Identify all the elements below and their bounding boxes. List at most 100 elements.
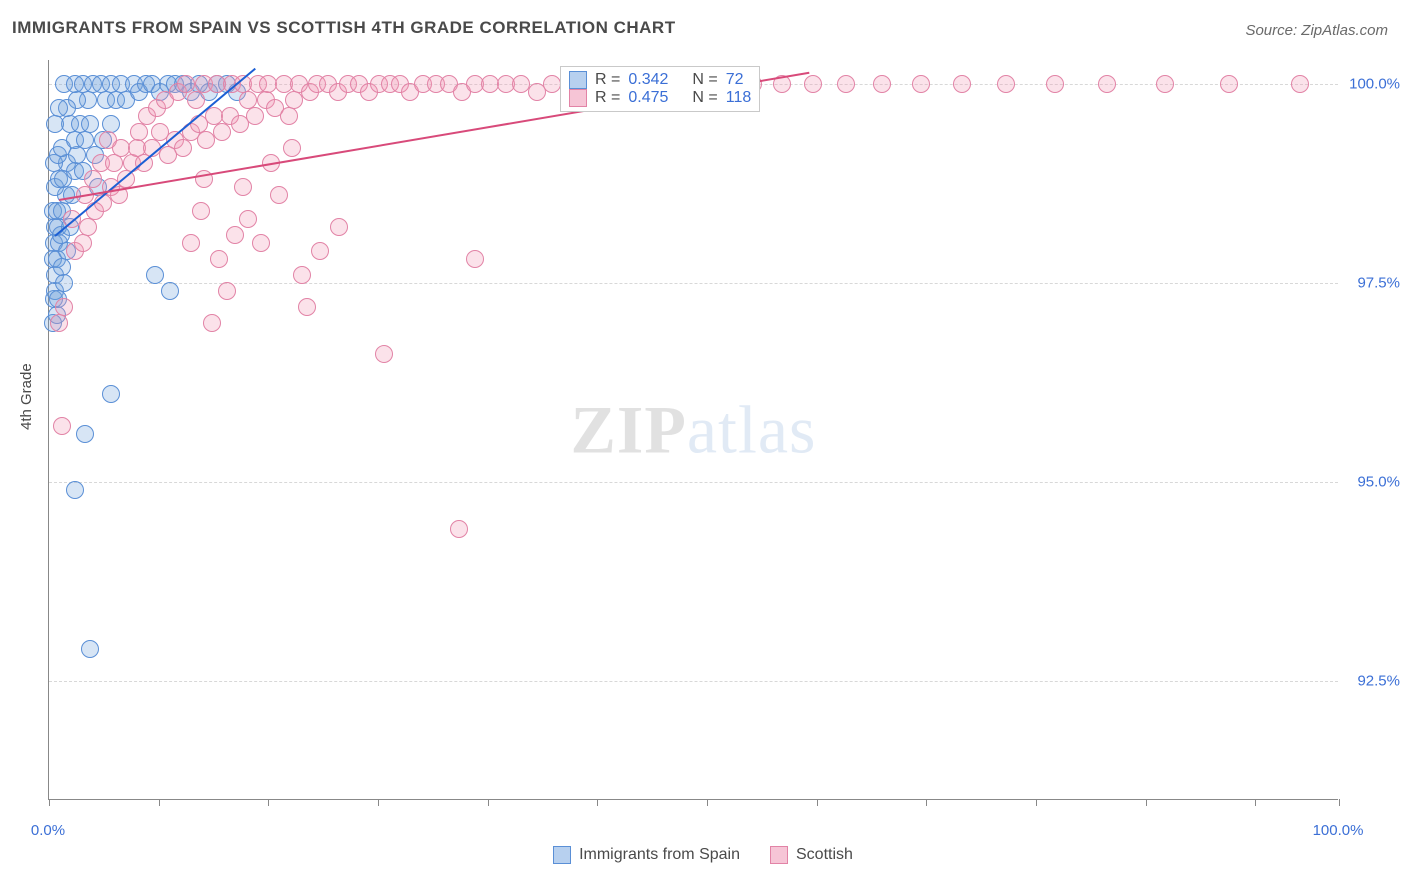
gridline bbox=[49, 283, 1338, 284]
n-label: N = bbox=[692, 71, 717, 89]
data-point bbox=[79, 218, 97, 236]
x-tick bbox=[707, 799, 708, 806]
source-attribution: Source: ZipAtlas.com bbox=[1245, 22, 1388, 39]
data-point bbox=[102, 115, 120, 133]
legend-swatch bbox=[553, 846, 571, 864]
x-tick bbox=[49, 799, 50, 806]
stats-row: R = 0.475 N = 118 bbox=[569, 89, 751, 107]
data-point bbox=[226, 226, 244, 244]
data-point bbox=[873, 75, 891, 93]
r-value: 0.475 bbox=[628, 89, 668, 107]
data-point bbox=[234, 178, 252, 196]
data-point bbox=[53, 417, 71, 435]
data-point bbox=[210, 250, 228, 268]
data-point bbox=[50, 314, 68, 332]
data-point bbox=[146, 266, 164, 284]
watermark-zip: ZIP bbox=[571, 391, 687, 467]
gridline bbox=[49, 482, 1338, 483]
data-point bbox=[174, 139, 192, 157]
data-point bbox=[66, 481, 84, 499]
y-axis-label: 4th Grade bbox=[18, 363, 35, 430]
data-point bbox=[270, 186, 288, 204]
data-point bbox=[74, 234, 92, 252]
x-tick bbox=[1339, 799, 1340, 806]
data-point bbox=[1046, 75, 1064, 93]
data-point bbox=[375, 345, 393, 363]
data-point bbox=[76, 425, 94, 443]
plot-area: ZIPatlas 92.5%95.0%97.5%100.0% bbox=[48, 60, 1338, 800]
data-point bbox=[130, 123, 148, 141]
data-point bbox=[81, 640, 99, 658]
x-tick bbox=[159, 799, 160, 806]
n-label: N = bbox=[692, 89, 717, 107]
n-value: 72 bbox=[726, 71, 744, 89]
data-point bbox=[280, 107, 298, 125]
y-tick-label: 97.5% bbox=[1345, 274, 1400, 291]
data-point bbox=[311, 242, 329, 260]
data-point bbox=[298, 298, 316, 316]
data-point bbox=[192, 202, 210, 220]
n-value: 118 bbox=[726, 89, 752, 107]
r-value: 0.342 bbox=[628, 71, 668, 89]
data-point bbox=[46, 115, 64, 133]
legend-item: Immigrants from Spain bbox=[553, 846, 740, 864]
data-point bbox=[55, 298, 73, 316]
x-tick bbox=[1036, 799, 1037, 806]
data-point bbox=[252, 234, 270, 252]
x-tick bbox=[597, 799, 598, 806]
y-tick-label: 95.0% bbox=[1345, 473, 1400, 490]
x-tick bbox=[378, 799, 379, 806]
data-point bbox=[105, 154, 123, 172]
legend-label: Scottish bbox=[796, 846, 853, 864]
x-tick bbox=[926, 799, 927, 806]
data-point bbox=[1291, 75, 1309, 93]
data-point bbox=[1156, 75, 1174, 93]
data-point bbox=[213, 123, 231, 141]
data-point bbox=[283, 139, 301, 157]
r-label: R = bbox=[595, 71, 620, 89]
legend-swatch bbox=[569, 71, 587, 89]
chart-title: IMMIGRANTS FROM SPAIN VS SCOTTISH 4TH GR… bbox=[12, 18, 676, 38]
data-point bbox=[84, 170, 102, 188]
data-point bbox=[293, 266, 311, 284]
x-tick bbox=[268, 799, 269, 806]
y-tick-label: 92.5% bbox=[1345, 672, 1400, 689]
data-point bbox=[543, 75, 561, 93]
stats-legend-box: R = 0.342 N = 72 R = 0.475 N = 118 bbox=[560, 66, 760, 112]
data-point bbox=[330, 218, 348, 236]
data-point bbox=[1220, 75, 1238, 93]
data-point bbox=[76, 131, 94, 149]
data-point bbox=[837, 75, 855, 93]
x-tick-label: 100.0% bbox=[1313, 822, 1364, 839]
data-point bbox=[912, 75, 930, 93]
legend-label: Immigrants from Spain bbox=[579, 846, 740, 864]
data-point bbox=[187, 91, 205, 109]
data-point bbox=[466, 250, 484, 268]
data-point bbox=[239, 210, 257, 228]
data-point bbox=[177, 75, 195, 93]
legend-swatch bbox=[770, 846, 788, 864]
data-point bbox=[804, 75, 822, 93]
x-tick bbox=[817, 799, 818, 806]
legend-item: Scottish bbox=[770, 846, 853, 864]
stats-row: R = 0.342 N = 72 bbox=[569, 71, 751, 89]
data-point bbox=[953, 75, 971, 93]
x-tick bbox=[488, 799, 489, 806]
data-point bbox=[218, 282, 236, 300]
data-point bbox=[99, 131, 117, 149]
data-point bbox=[203, 314, 221, 332]
watermark-atlas: atlas bbox=[687, 391, 817, 467]
series-legend: Immigrants from Spain Scottish bbox=[0, 846, 1406, 864]
data-point bbox=[81, 115, 99, 133]
x-tick-label: 0.0% bbox=[31, 822, 65, 839]
r-label: R = bbox=[595, 89, 620, 107]
data-point bbox=[102, 385, 120, 403]
x-tick bbox=[1255, 799, 1256, 806]
legend-swatch bbox=[569, 89, 587, 107]
data-point bbox=[246, 107, 264, 125]
data-point bbox=[55, 274, 73, 292]
data-point bbox=[450, 520, 468, 538]
gridline bbox=[49, 681, 1338, 682]
data-point bbox=[161, 282, 179, 300]
x-tick bbox=[1146, 799, 1147, 806]
